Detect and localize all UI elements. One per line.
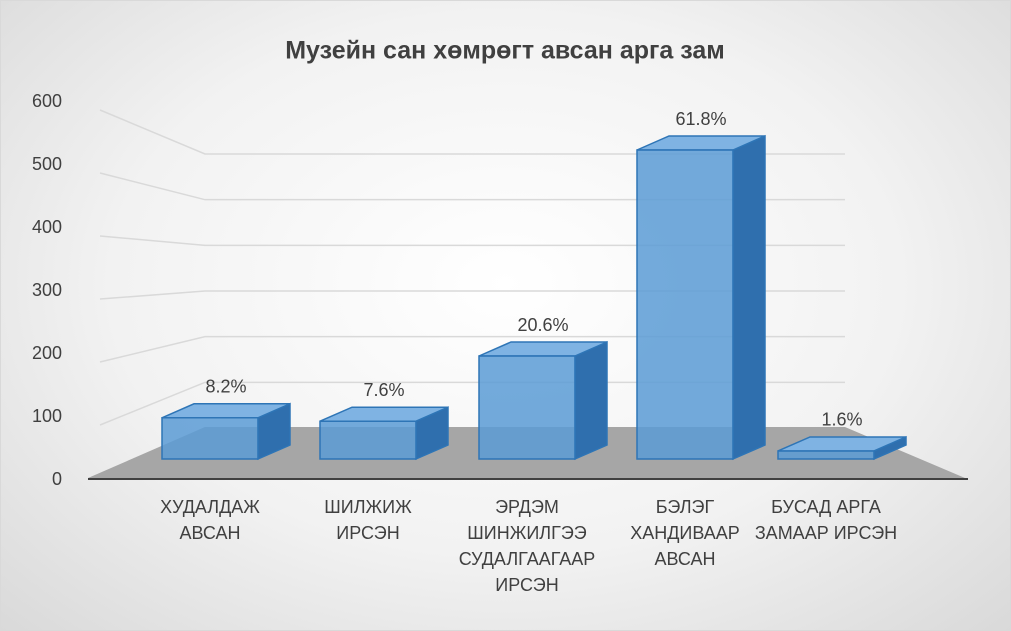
bar (636, 134, 766, 461)
y-tick-label: 200 (32, 343, 62, 363)
x-tick-label: ШИЛЖИЖ ИРСЭН (324, 497, 412, 543)
y-tick-label: 300 (32, 280, 62, 300)
data-label: 61.8% (675, 109, 726, 129)
grid-line (99, 235, 845, 247)
bar (478, 340, 608, 461)
bar-front (777, 450, 875, 460)
chart-title: Музейн сан хөмрөгт авсан арга зам (285, 37, 725, 65)
x-tick-label: БУСАД АРГА ЗАМААР ИРСЭН (754, 497, 898, 543)
grid-line (99, 335, 845, 363)
bar-side (732, 134, 766, 461)
y-tick-label: 0 (52, 469, 62, 489)
data-label: 7.6% (363, 380, 404, 400)
x-tick-label: ЭРДЭМ ШИНЖИЛГЭЭ СУДАЛГААГААР ИРСЭН (458, 497, 596, 595)
grid-line (99, 172, 845, 201)
grid-line (99, 109, 845, 155)
bar (777, 435, 907, 461)
x-tick-label: БЭЛЭГ ХАНДИВААР АВСАН (630, 497, 740, 569)
x-tick-label: ХУДАЛДАЖ АВСАН (160, 497, 260, 543)
bar-front (478, 355, 576, 460)
data-label: 8.2% (205, 377, 246, 397)
y-tick-label: 500 (32, 154, 62, 174)
bar (161, 402, 291, 461)
bar-front (636, 149, 734, 460)
grid-line (99, 381, 845, 426)
bar-front (161, 417, 259, 460)
bar-front (319, 420, 417, 460)
data-label: 1.6% (821, 410, 862, 430)
y-tick-label: 600 (32, 91, 62, 111)
y-tick-label: 400 (32, 217, 62, 237)
y-tick-label: 100 (32, 406, 62, 426)
grid-line (99, 290, 845, 300)
bar (319, 406, 449, 461)
data-label: 20.6% (517, 315, 568, 335)
bar-side (574, 340, 608, 461)
